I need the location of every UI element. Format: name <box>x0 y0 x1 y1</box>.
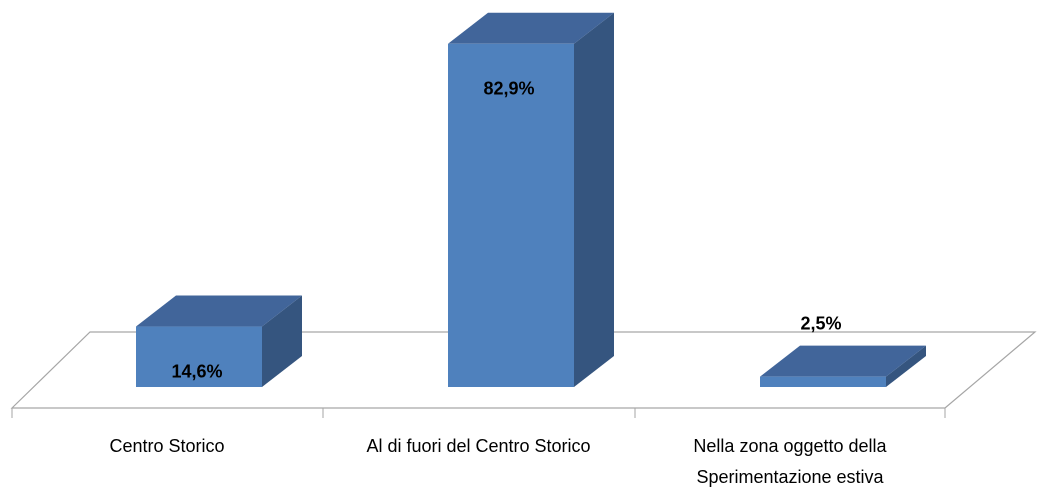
bar <box>448 12 614 387</box>
bar-front <box>136 326 262 387</box>
bar <box>136 295 302 387</box>
floor <box>10 331 1037 409</box>
bar-side <box>262 295 302 387</box>
category-label: Al di fuori del Centro Storico <box>366 436 591 456</box>
category-label: Centro Storico <box>109 436 225 456</box>
value-label: 82,9% <box>483 79 534 99</box>
category-label: Nella zona oggetto della Sperimentazione… <box>693 436 887 487</box>
bar-front <box>448 43 574 387</box>
bar-front <box>760 376 886 387</box>
bar-top <box>136 295 302 327</box>
bar <box>760 345 926 387</box>
value-label: 2,5% <box>800 313 841 333</box>
value-label: 14,6% <box>171 361 222 381</box>
bar-top <box>448 12 614 44</box>
bar-side <box>574 12 614 387</box>
bar-top <box>760 345 926 377</box>
bar-side <box>886 345 926 387</box>
